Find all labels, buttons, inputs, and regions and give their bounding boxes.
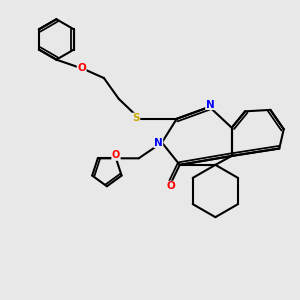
Text: O: O	[77, 63, 86, 73]
Text: N: N	[206, 100, 214, 110]
Text: O: O	[167, 181, 175, 191]
Text: O: O	[112, 150, 120, 160]
Text: S: S	[132, 113, 140, 123]
Text: N: N	[154, 138, 163, 148]
